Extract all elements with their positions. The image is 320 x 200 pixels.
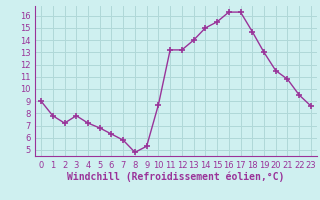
- X-axis label: Windchill (Refroidissement éolien,°C): Windchill (Refroidissement éolien,°C): [67, 171, 285, 182]
